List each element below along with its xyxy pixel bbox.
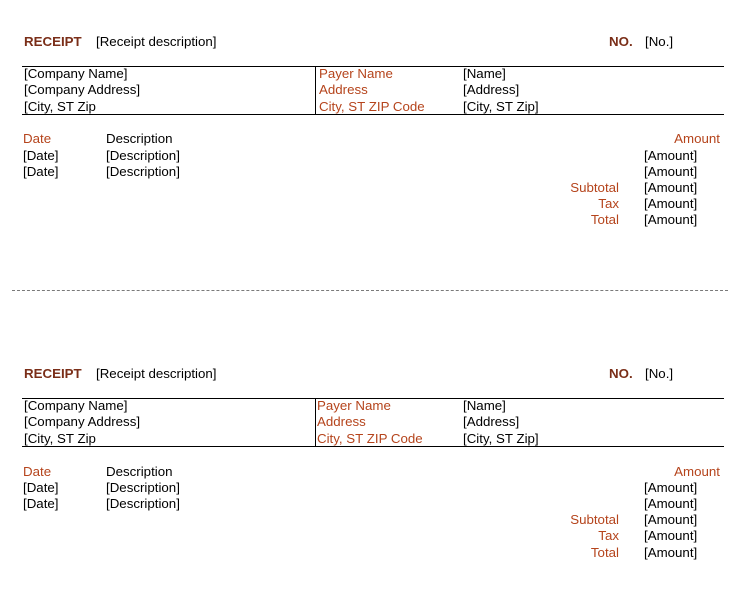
tax-value: [Amount] [644,528,698,543]
payer-name-label: Payer Name [319,66,393,81]
receipt-description: [Receipt description] [96,34,217,49]
subtotal-label: Subtotal [570,180,619,195]
receipt-top: RECEIPT [Receipt description] NO. [No.] … [0,0,750,240]
cut-line [12,290,728,291]
date-column-header: Date [23,464,52,479]
payer-address-label: Address [317,414,366,429]
amount-column-header: Amount [674,131,720,146]
tax-label: Tax [598,528,619,543]
payer-city-value: [City, ST Zip] [463,99,539,114]
receipt-description: [Receipt description] [96,366,217,381]
payer-address-value: [Address] [463,414,520,429]
total-label: Total [590,212,619,227]
receipt-bottom: RECEIPT [Receipt description] NO. [No.] … [0,332,750,572]
date-column-header: Date [23,131,52,146]
receipt-number-label: NO. [609,366,633,381]
info-top-border [22,398,724,399]
info-divider [315,398,316,446]
total-label: Total [590,545,619,560]
info-bottom-border [22,114,724,115]
company-city: [City, ST Zip [24,99,96,114]
info-top-border [22,66,724,67]
subtotal-value: [Amount] [644,512,698,527]
row-amount: [Amount] [644,148,698,163]
row-amount: [Amount] [644,496,698,511]
tax-label: Tax [598,196,619,211]
payer-name-label: Payer Name [317,398,391,413]
receipt-number-value: [No.] [645,366,674,381]
row-amount: [Amount] [644,480,698,495]
total-value: [Amount] [644,545,698,560]
info-divider [315,66,316,114]
company-name: [Company Name] [24,398,128,413]
description-column-header: Description [106,131,173,146]
receipt-title: RECEIPT [24,366,82,381]
row-amount: [Amount] [644,164,698,179]
subtotal-label: Subtotal [570,512,619,527]
row-description: [Description] [106,480,180,495]
total-value: [Amount] [644,212,698,227]
payer-name-value: [Name] [463,66,506,81]
receipt-title: RECEIPT [24,34,82,49]
company-address: [Company Address] [24,82,141,97]
company-name: [Company Name] [24,66,128,81]
payer-address-value: [Address] [463,82,520,97]
payer-city-value: [City, ST Zip] [463,431,539,446]
receipt-number-value: [No.] [645,34,674,49]
row-description: [Description] [106,496,180,511]
payer-city-label: City, ST ZIP Code [317,431,423,446]
row-description: [Description] [106,164,180,179]
row-date: [Date] [23,148,59,163]
company-address: [Company Address] [24,414,141,429]
row-date: [Date] [23,480,59,495]
company-city: [City, ST Zip [24,431,96,446]
payer-city-label: City, ST ZIP Code [319,99,425,114]
row-date: [Date] [23,164,59,179]
tax-value: [Amount] [644,196,698,211]
receipt-number-label: NO. [609,34,633,49]
info-bottom-border [22,446,724,447]
row-date: [Date] [23,496,59,511]
amount-column-header: Amount [674,464,720,479]
payer-address-label: Address [319,82,368,97]
subtotal-value: [Amount] [644,180,698,195]
payer-name-value: [Name] [463,398,506,413]
row-description: [Description] [106,148,180,163]
description-column-header: Description [106,464,173,479]
